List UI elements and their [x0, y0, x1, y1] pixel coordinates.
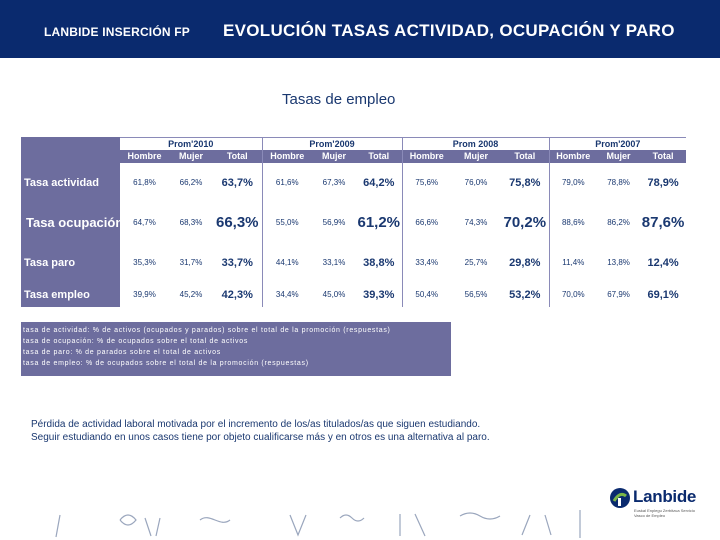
column-header: Hombre: [120, 149, 169, 163]
decorative-doodle-strip: [55, 510, 581, 538]
column-header: Total: [213, 149, 263, 163]
column-header: Hombre: [261, 149, 313, 163]
table-cell: 35,3%: [120, 242, 169, 283]
period-header: Prom'2007: [548, 137, 687, 150]
total-cell: 38,8%: [356, 242, 403, 283]
table-cell: 50,4%: [401, 282, 452, 307]
column-header: Total: [501, 149, 550, 163]
row-label: Tasa ocupación: [21, 202, 120, 243]
total-cell: 63,7%: [213, 162, 263, 203]
column-header: Total: [640, 149, 687, 163]
definition-note: tasa de ocupación: % de ocupados sobre e…: [23, 338, 249, 345]
table-body: Tasa actividad 61,8% 66,2% 63,7% 61,6% 67,3% 6…: [21, 162, 687, 307]
total-cell: 70,2%: [501, 202, 550, 243]
period-header: Prom'2010: [120, 137, 263, 150]
table-cell: 55,0%: [261, 202, 313, 243]
total-cell: 42,3%: [213, 282, 263, 307]
table-cell: 68,3%: [169, 202, 213, 243]
table-cell: 64,7%: [120, 202, 169, 243]
table-cell: 39,9%: [120, 282, 169, 307]
period-header: Prom 2008: [401, 137, 550, 150]
definition-note: tasa de empleo: % de ocupados sobre el t…: [23, 360, 309, 367]
column-header-row: Hombre Mujer Total Hombre Mujer Total Ho…: [21, 149, 687, 163]
logo-wordmark: Lanbide: [633, 487, 697, 506]
table-cell: 44,1%: [261, 242, 313, 283]
table-row: Tasa empleo 39,9% 45,2% 42,3% 34,4% 45,0% 39,3…: [21, 282, 687, 307]
total-cell: 39,3%: [356, 282, 403, 307]
row-label: Tasa actividad: [21, 162, 120, 203]
table-cell: 88,6%: [548, 202, 598, 243]
period-header: Prom'2009: [261, 137, 403, 150]
table-row: Tasa ocupación 64,7% 68,3% 66,3% 55,0% 56,9% 6…: [21, 202, 687, 243]
table-cell: 76,0%: [451, 162, 502, 203]
conclusion-line: Pérdida de actividad laboral motivada po…: [31, 419, 481, 430]
table-cell: 61,6%: [261, 162, 313, 203]
total-cell: 53,2%: [501, 282, 550, 307]
total-cell: 78,9%: [640, 162, 687, 203]
table-cell: 79,0%: [548, 162, 598, 203]
table-cell: 45,2%: [169, 282, 213, 307]
table-cell: 56,5%: [451, 282, 502, 307]
table-cell: 33,4%: [401, 242, 452, 283]
table-cell: 56,9%: [312, 202, 357, 243]
total-cell: 12,4%: [640, 242, 687, 283]
corner-cell: [21, 137, 120, 150]
table-cell: 61,8%: [120, 162, 169, 203]
table-cell: 70,0%: [548, 282, 598, 307]
table-cell: 74,3%: [451, 202, 502, 243]
total-cell: 66,3%: [213, 202, 263, 243]
table-row: Tasa paro 35,3% 31,7% 33,7% 44,1% 33,1% 38,8% 3…: [21, 242, 687, 283]
logo-tagline: Euskal Enplegu Zerbitzua Servicio Vasco …: [634, 508, 695, 518]
total-cell: 87,6%: [640, 202, 687, 243]
column-header: Hombre: [401, 149, 452, 163]
column-header: Mujer: [451, 149, 502, 163]
column-header: Mujer: [312, 149, 357, 163]
conclusion-text: Pérdida de actividad laboral motivada po…: [31, 418, 631, 444]
table-cell: 78,8%: [597, 162, 641, 203]
period-header-row: Prom'2010 Prom'2009 Prom 2008 Prom'2007: [21, 137, 687, 150]
total-cell: 75,8%: [501, 162, 550, 203]
table-cell: 34,4%: [261, 282, 313, 307]
definition-note: tasa de actividad: % de activos (ocupado…: [23, 327, 391, 334]
rates-table-container: Prom'2010 Prom'2009 Prom 2008 Prom'2007 …: [21, 137, 687, 307]
column-header: Total: [356, 149, 403, 163]
table-cell: 33,1%: [312, 242, 357, 283]
column-header: Mujer: [169, 149, 213, 163]
table-cell: 11,4%: [548, 242, 598, 283]
table-cell: 31,7%: [169, 242, 213, 283]
table-cell: 67,9%: [597, 282, 641, 307]
table-cell: 13,8%: [597, 242, 641, 283]
corner-cell: [21, 149, 120, 163]
header-bar: LANBIDE INSERCIÓN FP EVOLUCIÓN TASAS ACT…: [0, 0, 720, 58]
total-cell: 64,2%: [356, 162, 403, 203]
table-cell: 25,7%: [451, 242, 502, 283]
table-cell: 45,0%: [312, 282, 357, 307]
table-row: Tasa actividad 61,8% 66,2% 63,7% 61,6% 67,3% 6…: [21, 162, 687, 203]
header-left-label: LANBIDE INSERCIÓN FP: [44, 25, 191, 39]
slide-title: EVOLUCIÓN TASAS ACTIVIDAD, OCUPACIÓN Y P…: [223, 21, 675, 40]
column-header: Mujer: [597, 149, 641, 163]
row-label: Tasa paro: [21, 242, 120, 283]
table-cell: 75,6%: [401, 162, 452, 203]
lanbide-logo: Lanbide Euskal Enplegu Zerbitzua Servici…: [609, 487, 696, 518]
definition-note: tasa de paro: % de parados sobre el tota…: [23, 349, 221, 356]
conclusion-line: Seguir estudiando en unos casos tiene po…: [31, 432, 490, 443]
table-cell: 86,2%: [597, 202, 641, 243]
section-title: Tasas de empleo: [282, 91, 396, 108]
total-cell: 61,2%: [356, 202, 403, 243]
table-cell: 66,2%: [169, 162, 213, 203]
table-cell: 66,6%: [401, 202, 452, 243]
row-label: Tasa empleo: [21, 282, 120, 307]
definitions-box: tasa de actividad: % de activos (ocupado…: [21, 322, 451, 376]
column-header: Hombre: [548, 149, 598, 163]
total-cell: 33,7%: [213, 242, 263, 283]
table-cell: 67,3%: [312, 162, 357, 203]
total-cell: 29,8%: [501, 242, 550, 283]
total-cell: 69,1%: [640, 282, 687, 307]
lanbide-mark-icon: [610, 488, 630, 508]
rates-table: Prom'2010 Prom'2009 Prom 2008 Prom'2007 …: [21, 137, 687, 307]
